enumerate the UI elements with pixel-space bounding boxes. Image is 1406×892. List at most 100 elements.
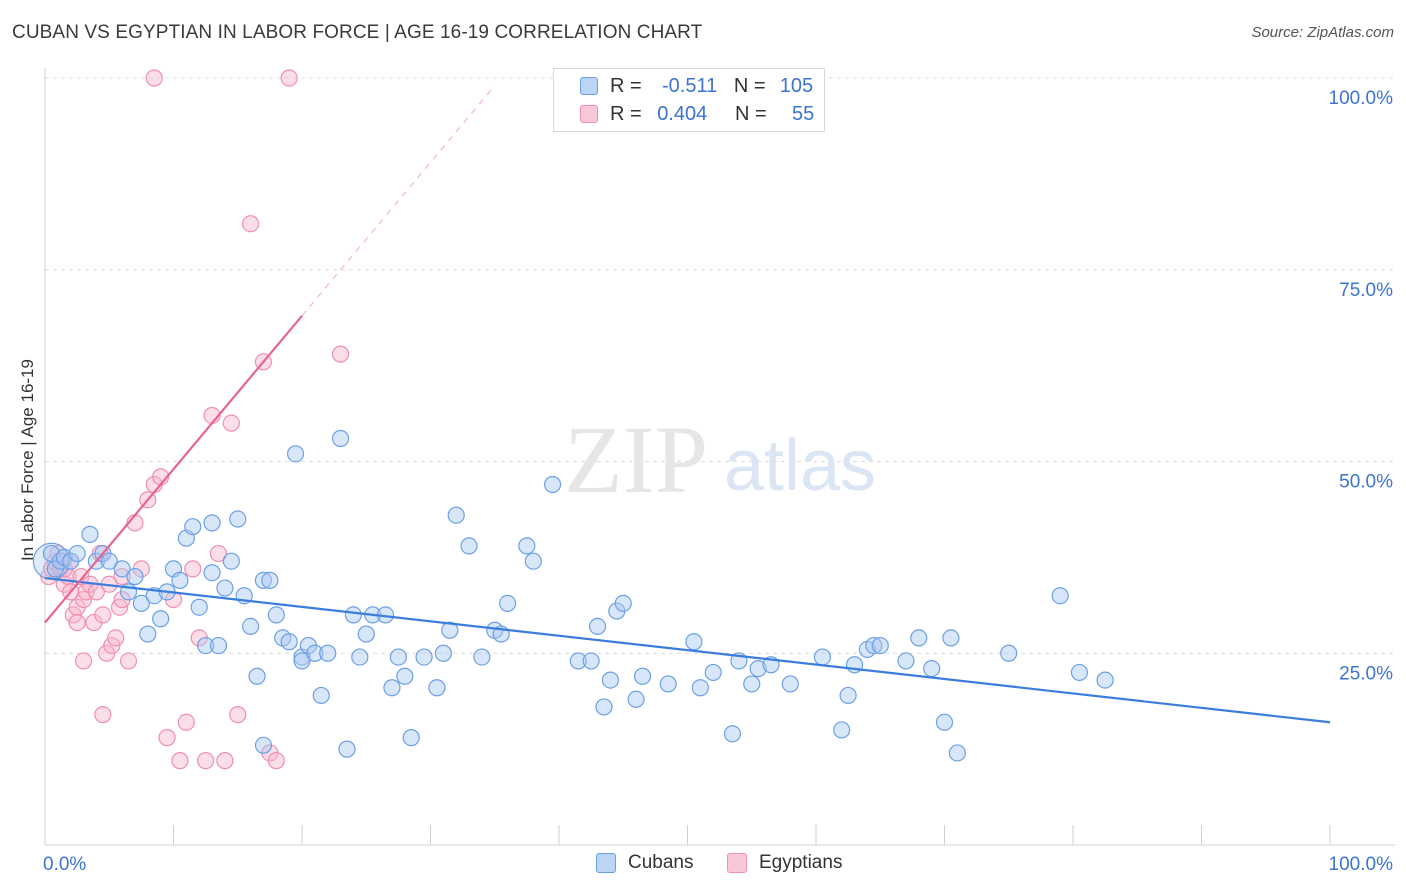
x-tick-label: 100.0%	[1329, 854, 1394, 875]
cuban-point	[473, 648, 491, 666]
series-legend-cubans: Cubans	[596, 852, 694, 874]
cuban-point	[923, 659, 941, 678]
egyptian-point	[94, 706, 112, 724]
watermark-zip: ZIP	[564, 406, 708, 513]
cuban-point	[434, 644, 452, 662]
egyptian-point	[229, 706, 247, 724]
cuban-point	[1096, 671, 1114, 689]
cuban-point	[871, 636, 889, 655]
chart-title: CUBAN VS EGYPTIAN IN LABOR FORCE | AGE 1…	[12, 22, 703, 43]
cuban-point	[1000, 644, 1018, 662]
cuban-point	[685, 633, 703, 651]
cuban-point	[1070, 663, 1089, 682]
egyptian-point	[158, 729, 176, 747]
axes	[44, 68, 1395, 846]
series-swatch-egyptians	[727, 853, 747, 873]
cuban-point	[267, 606, 285, 624]
cuban-point	[338, 740, 356, 758]
cuban-point	[704, 663, 722, 682]
legend-r-label: R =	[610, 74, 642, 97]
series-legend: Cubans Egyptians	[0, 852, 1406, 878]
cuban-point	[601, 671, 620, 689]
cuban-point	[312, 686, 330, 705]
egyptian-point	[242, 215, 260, 233]
cuban-trend-line	[44, 576, 1331, 724]
egyptian-point	[331, 345, 350, 363]
y-tick-label: 50.0%	[1339, 472, 1393, 493]
egyptian-point	[209, 544, 228, 563]
cuban-point	[280, 633, 298, 651]
cuban-point	[132, 594, 150, 612]
series-label-cubans: Cubans	[628, 852, 694, 873]
y-tick-label: 75.0%	[1339, 280, 1393, 301]
egyptian-trend-extension	[301, 85, 496, 317]
legend-n-label: N =	[735, 102, 767, 125]
cuban-point	[839, 686, 857, 705]
egyptian-point	[177, 713, 195, 731]
cuban-point	[518, 537, 536, 555]
egyptian-point	[107, 629, 125, 647]
y-tick-label: 25.0%	[1339, 663, 1393, 684]
tick-labels: 25.0% 50.0% 75.0% 100.0% 0.0% 100.0%	[43, 88, 1393, 875]
cuban-point	[331, 429, 350, 448]
cuban-point	[428, 679, 446, 697]
cuban-point	[113, 560, 131, 578]
cuban-point	[248, 667, 266, 685]
cuban-point	[190, 598, 208, 616]
cuban-point	[286, 445, 305, 463]
cuban-point	[171, 571, 189, 589]
egyptian-point	[267, 752, 285, 770]
legend-r-label: R =	[610, 102, 642, 125]
legend-r-value: -0.511	[662, 74, 718, 97]
gridlines	[45, 77, 1395, 654]
cuban-point	[209, 636, 228, 655]
egyptian-point	[94, 606, 112, 624]
y-tick-label: 100.0%	[1329, 88, 1394, 109]
cuban-point	[447, 506, 465, 524]
egyptian-points	[40, 69, 350, 770]
source-label: Source: ZipAtlas.com	[1251, 24, 1394, 41]
cuban-point	[942, 629, 960, 647]
watermark: ZIP atlas	[564, 406, 876, 513]
x-tick-label: 0.0%	[43, 854, 86, 875]
legend-n-value: 105	[779, 74, 814, 97]
legend-n-label: N =	[733, 74, 766, 97]
egyptian-trend-line	[44, 315, 303, 624]
egyptian-point	[197, 752, 215, 770]
stats-legend: R = -0.511 N = 105 R = 0.404 N = 55	[553, 68, 825, 132]
cuban-point	[627, 690, 645, 708]
egyptian-point	[184, 560, 202, 578]
cuban-point	[691, 679, 709, 697]
cuban-point	[383, 679, 401, 697]
cuban-point	[749, 659, 767, 678]
cuban-point	[524, 552, 542, 570]
egyptian-point	[216, 752, 234, 770]
cuban-point	[543, 475, 562, 494]
cuban-point	[222, 552, 240, 570]
legend-row-egyptians: R = 0.404 N = 55	[580, 101, 814, 127]
cuban-point	[1051, 587, 1069, 605]
cuban-point	[351, 648, 369, 666]
cuban-point	[293, 652, 311, 670]
cuban-point	[948, 744, 966, 762]
cuban-point	[203, 564, 221, 582]
cuban-point	[614, 594, 632, 612]
cuban-point	[100, 552, 118, 570]
legend-r-value: 0.404	[657, 102, 708, 125]
cuban-point	[216, 579, 234, 597]
cuban-point	[402, 729, 420, 747]
legend-row-cubans: R = -0.511 N = 105	[580, 73, 813, 99]
cuban-point	[813, 648, 832, 666]
cuban-point	[319, 644, 337, 662]
legend-swatch-egyptians	[580, 105, 598, 123]
egyptian-point	[119, 652, 138, 670]
cuban-point	[935, 713, 954, 731]
cuban-point	[139, 625, 157, 643]
cuban-point	[344, 606, 362, 624]
trend-lines	[44, 85, 1331, 724]
cuban-point	[781, 675, 799, 693]
cuban-point	[389, 648, 407, 666]
series-label-egyptians: Egyptians	[759, 852, 843, 873]
cuban-point	[659, 675, 677, 693]
